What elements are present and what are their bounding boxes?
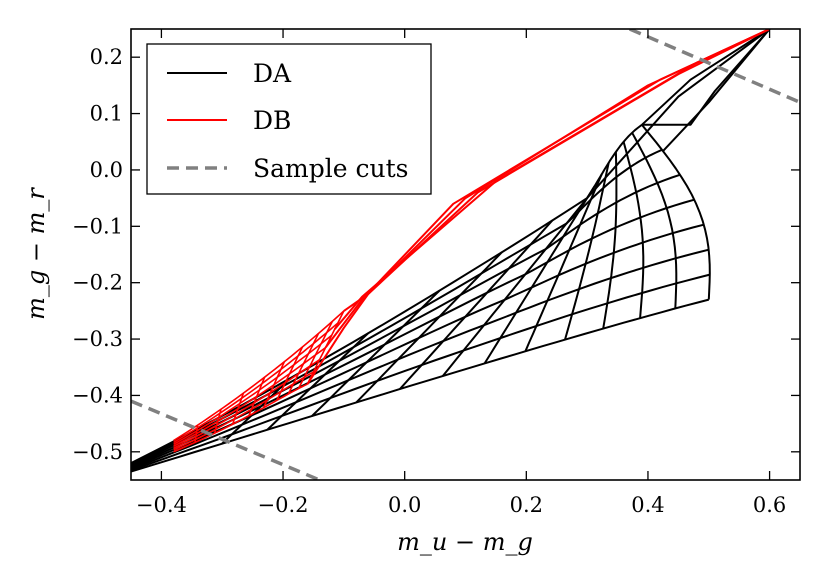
y-axis-label: m_g − m_r xyxy=(22,187,50,320)
legend: DA DB Sample cuts xyxy=(146,43,432,195)
x-tick-label: −0.4 xyxy=(136,493,187,517)
da-temperature-line xyxy=(399,219,554,390)
plot-frame xyxy=(130,28,801,481)
db-temperature-line xyxy=(194,424,199,443)
da-hot-tail xyxy=(586,29,771,199)
da-model-grid xyxy=(131,29,771,473)
x-tick-label: −0.2 xyxy=(258,493,309,517)
y-tick-label: −0.4 xyxy=(72,383,123,407)
db-gravity-line xyxy=(173,322,339,444)
y-tick-label: −0.3 xyxy=(72,327,123,351)
x-axis-ticks: −0.4 −0.2 0.0 0.2 0.4 0.6 xyxy=(136,29,786,517)
da-temperature-line xyxy=(355,251,503,404)
da-temperature-line xyxy=(311,289,441,417)
db-temperature-line xyxy=(275,346,304,401)
db-gravity-line xyxy=(173,346,327,447)
da-temperature-line xyxy=(602,151,618,329)
da-temperature-line xyxy=(631,132,678,309)
db-temperature-line xyxy=(262,361,286,409)
legend-label-da: DA xyxy=(253,59,292,88)
db-gravity-line xyxy=(173,334,333,445)
db-temperature-line xyxy=(213,409,222,434)
db-temperature-line xyxy=(231,392,245,425)
da-temperature-line xyxy=(622,141,645,319)
y-tick-label: −0.1 xyxy=(72,214,123,238)
x-tick-label: 0.4 xyxy=(631,493,664,517)
y-tick-label: 0.2 xyxy=(90,45,123,69)
db-gravity-line xyxy=(173,383,308,453)
da-temperature-line xyxy=(641,124,711,300)
db-hot-tail xyxy=(333,29,771,330)
y-axis-ticks: 0.2 0.1 0.0 −0.1 −0.2 −0.3 −0.4 −0.5 xyxy=(72,45,800,464)
db-model-grid xyxy=(173,29,771,453)
da-temperature-line xyxy=(524,173,603,352)
y-tick-label: −0.5 xyxy=(72,440,123,464)
legend-label-sample-cuts: Sample cuts xyxy=(253,154,408,183)
da-temperature-line xyxy=(483,185,596,364)
sample-cut-line xyxy=(131,399,321,480)
sample-cut-lines xyxy=(131,29,800,480)
da-hot-tail xyxy=(662,29,771,152)
db-gravity-line xyxy=(173,371,314,451)
sample-cut-line xyxy=(629,29,800,104)
x-axis-label: m_u − m_g xyxy=(397,528,533,556)
x-tick-label: 0.2 xyxy=(510,493,543,517)
db-temperature-line xyxy=(297,320,334,389)
y-tick-label: 0.0 xyxy=(90,158,123,182)
db-temperature-line xyxy=(287,333,320,395)
x-tick-label: 0.6 xyxy=(753,493,786,517)
db-gravity-line xyxy=(173,310,345,442)
y-tick-label: −0.2 xyxy=(72,271,123,295)
da-temperature-line xyxy=(266,332,369,431)
y-tick-label: 0.1 xyxy=(90,102,123,126)
da-temperature-line xyxy=(564,162,610,340)
x-tick-label: 0.0 xyxy=(388,493,421,517)
da-hot-tail xyxy=(641,29,771,126)
db-temperature-line xyxy=(248,376,266,417)
legend-label-db: DB xyxy=(253,106,291,135)
da-temperature-line xyxy=(441,197,588,377)
